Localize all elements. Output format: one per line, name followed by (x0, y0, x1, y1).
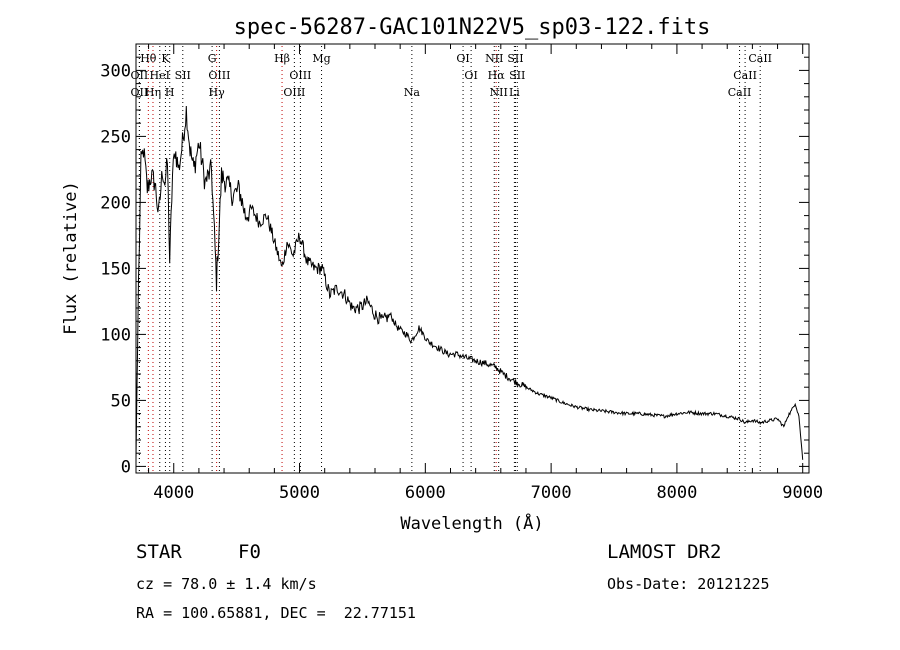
line-label-0: Hθ (140, 52, 157, 65)
line-label-8: G (208, 52, 217, 65)
line-label-23: Li (509, 86, 520, 99)
line-label-12: OIII (289, 69, 311, 82)
line-label-7: H (165, 86, 175, 99)
line-label-21: SII (509, 69, 525, 82)
line-label-17: OI (464, 69, 477, 82)
subclass-label: F0 (238, 541, 261, 563)
x-axis-label: Wavelength (Å) (400, 512, 543, 534)
x-tick-label: 6000 (405, 483, 446, 503)
y-tick-label: 0 (121, 457, 131, 477)
line-label-14: Mg (312, 52, 330, 65)
x-tick-label: 7000 (531, 483, 572, 503)
line-label-1: OII (131, 69, 149, 82)
line-label-22: NII (490, 86, 508, 99)
series-layer (135, 105, 804, 460)
chart-title: spec-56287-GAC101N22V5_sp03-122.fits (234, 15, 711, 40)
line-label-24: CaII (748, 52, 772, 65)
x-tick-label: 5000 (279, 483, 320, 503)
line-label-5: HeI (150, 69, 170, 82)
line-label-26: CaII (728, 86, 752, 99)
y-axis-label: Flux (relative) (61, 181, 81, 335)
line-label-19: SII (507, 52, 523, 65)
y-tick-label: 100 (100, 325, 131, 345)
line-label-3: Hη (145, 86, 161, 99)
line-label-6: SII (175, 69, 191, 82)
line-label-13: OIII (283, 86, 305, 99)
line-label-18: NII (485, 52, 503, 65)
redshift-line: cz = 78.0 ± 1.4 km/s (136, 575, 317, 593)
axis-ticks: 4000 5000 6000 7000 8000 9000 0 50 100 150 200 250 3… (100, 44, 823, 503)
plot-frame (135, 43, 810, 474)
obs-date: Obs-Date: 20121225 (607, 575, 770, 593)
line-label-11: Hβ (274, 52, 290, 65)
line-label-20: Hα (488, 69, 506, 82)
flux-series-line (135, 105, 804, 460)
x-tick-label: 9000 (782, 483, 823, 503)
coordinates: RA = 100.65881, DEC = 22.77151 (136, 604, 416, 622)
survey-label: LAMOST DR2 (607, 541, 722, 563)
x-tick-label: 8000 (656, 483, 697, 503)
line-label-9: OIII (208, 69, 230, 82)
y-tick-label: 50 (111, 391, 131, 411)
y-tick-label: 150 (100, 259, 131, 279)
y-tick-label: 250 (100, 127, 131, 147)
class-label: STAR (136, 541, 182, 563)
y-tick-label: 300 (100, 61, 131, 81)
line-label-2: OII (131, 86, 149, 99)
y-tick-label: 200 (100, 193, 131, 213)
line-label-16: OI (456, 52, 469, 65)
x-tick-label: 4000 (153, 483, 194, 503)
line-label-10: Hγ (209, 86, 226, 99)
line-label-25: CaII (733, 69, 757, 82)
line-label-15: Na (404, 86, 421, 99)
line-label-4: K (161, 52, 170, 65)
